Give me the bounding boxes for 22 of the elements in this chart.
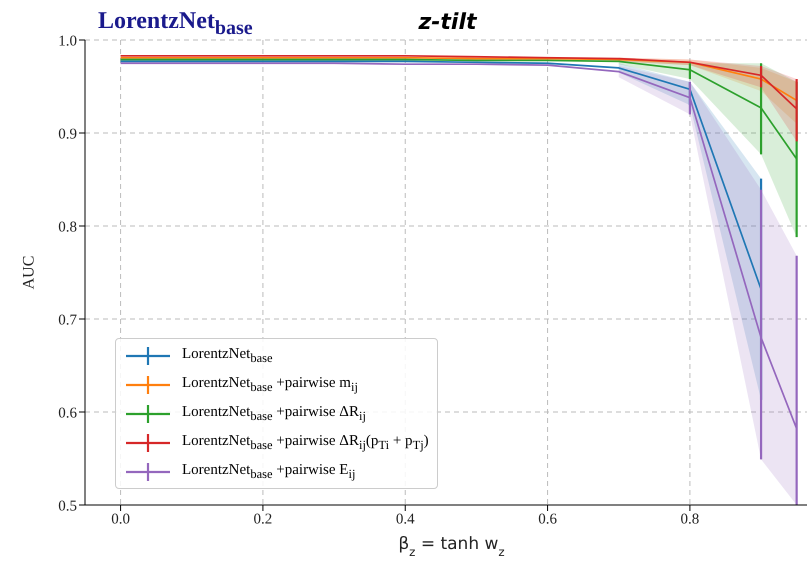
x-tick-label: 0.2: [254, 512, 272, 528]
legend-label: LorentzNet$_{base}$: [182, 346, 273, 366]
y-tick-label: 0.8: [58, 219, 77, 236]
y-tick-label: 1.0: [58, 33, 77, 50]
line-series: [120, 60, 762, 290]
chart-title: z-tilt: [418, 10, 477, 35]
y-axis-title: AUC: [20, 256, 38, 290]
x-tick-label: 0.0: [111, 512, 130, 528]
y-tick-label: 0.6: [58, 405, 78, 422]
x-tick-label: 0.4: [396, 512, 416, 528]
chart-subtitle: LorentzNet$_{base}$: [98, 8, 253, 40]
legend-label: LorentzNet$_{base}$ +pairwise ΔR$_{ij}$: [182, 404, 366, 424]
y-tick-label: 0.7: [58, 312, 78, 328]
x-tick-label: 0.8: [680, 512, 700, 528]
x-tick-label: 0.6: [538, 512, 558, 528]
legend-label: LorentzNet$_{base}$ +pairwise m$_{ij}$: [182, 374, 358, 394]
text: LorentzNet$_{base}$ +pairwise ΔR$_{ij}$(p$_{Ti}$ + p$_{Tj}$): [182, 432, 429, 452]
x-axis-title: β$_{z}$ = tanh w$_{z}$: [398, 534, 505, 559]
line-series: [120, 56, 798, 102]
legend-label: LorentzNet$_{base}$ +pairwise E$_{ij}$: [182, 462, 356, 482]
y-tick-label: 0.9: [58, 126, 77, 142]
y-tick-label: 0.5: [58, 498, 77, 514]
